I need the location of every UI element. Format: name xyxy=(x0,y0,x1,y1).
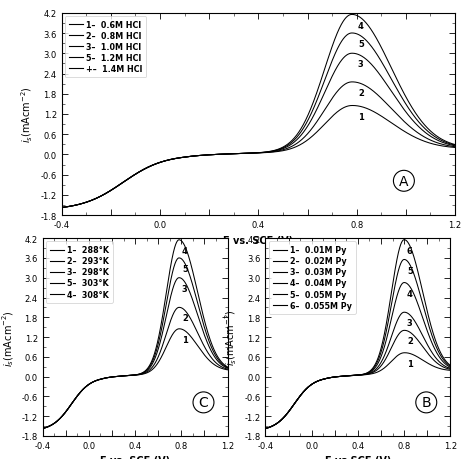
Text: 5: 5 xyxy=(182,264,188,273)
Text: 1: 1 xyxy=(182,335,188,344)
Text: 5: 5 xyxy=(407,266,413,275)
Text: 4: 4 xyxy=(182,246,188,255)
Legend: 1–  0.6M HCl, 2–  0.8M HCl, 3–  1.0M HCl, 5–  1.2M HCl, +–  1.4M HCl: 1– 0.6M HCl, 2– 0.8M HCl, 3– 1.0M HCl, 5… xyxy=(65,17,146,78)
Text: 1: 1 xyxy=(407,359,413,368)
Text: C: C xyxy=(199,396,209,409)
Text: B: B xyxy=(421,396,431,409)
Y-axis label: $\dot{i}_s$(mAcm$^{-2}$): $\dot{i}_s$(mAcm$^{-2}$) xyxy=(0,309,16,366)
Text: 5: 5 xyxy=(358,40,364,49)
Y-axis label: $i_s$(mAcm$^{-2}$): $i_s$(mAcm$^{-2}$) xyxy=(223,309,239,366)
X-axis label: E vs SCE (V): E vs SCE (V) xyxy=(325,455,391,459)
Text: 4: 4 xyxy=(407,289,413,298)
Y-axis label: $i_s$(mAcm$^{-2}$): $i_s$(mAcm$^{-2}$) xyxy=(19,86,35,143)
Text: 4: 4 xyxy=(358,22,364,30)
X-axis label: E vs. SCE (V): E vs. SCE (V) xyxy=(223,235,293,245)
Text: 2: 2 xyxy=(182,313,188,323)
Text: 3: 3 xyxy=(182,284,188,293)
Text: 2: 2 xyxy=(407,337,413,346)
Text: A: A xyxy=(399,174,409,188)
Text: 1: 1 xyxy=(358,112,364,121)
Text: 6: 6 xyxy=(407,246,413,255)
Text: 3: 3 xyxy=(407,319,413,328)
Legend: 1–  288°K, 2–  293°K, 3–  298°K, 5–  303°K, 4–  308°K: 1– 288°K, 2– 293°K, 3– 298°K, 5– 303°K, … xyxy=(46,242,113,303)
Text: 2: 2 xyxy=(358,89,364,98)
Text: 3: 3 xyxy=(358,60,364,69)
X-axis label: E vs. SCE (V): E vs. SCE (V) xyxy=(100,455,170,459)
Legend: 1–  0.01M Py, 2–  0.02M Py, 3–  0.03M Py, 4–  0.04M Py, 5–  0.05M Py, 6–  0.055M: 1– 0.01M Py, 2– 0.02M Py, 3– 0.03M Py, 4… xyxy=(269,242,356,314)
